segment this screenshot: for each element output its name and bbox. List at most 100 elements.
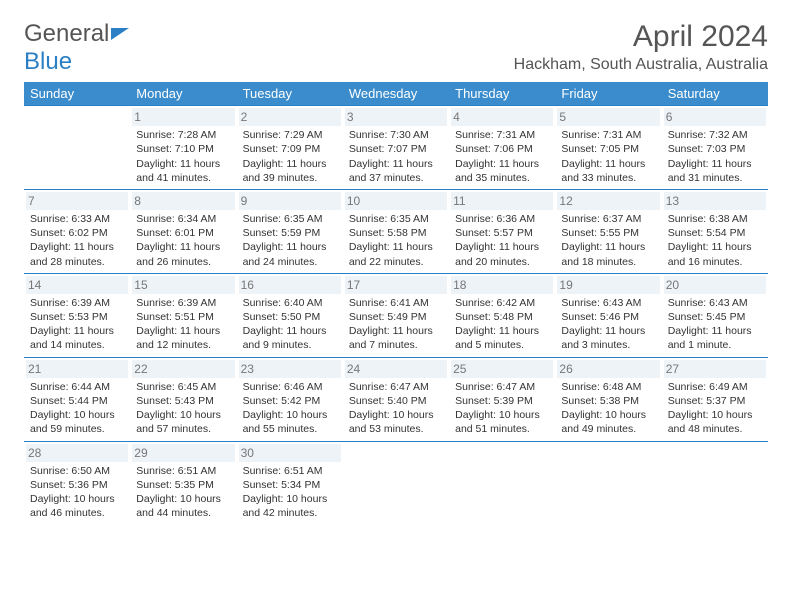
sunset-text: Sunset: 5:36 PM [30,478,124,492]
sunrise-text: Sunrise: 6:38 AM [668,212,762,226]
day-number: 22 [132,360,234,378]
daylight-text: Daylight: 11 hours and 24 minutes. [243,240,337,268]
logo-text-2: Blue [24,48,72,76]
calendar-day-cell: 2Sunrise: 7:29 AMSunset: 7:09 PMDaylight… [237,106,343,190]
day-number: 10 [345,192,447,210]
calendar-day-cell: 17Sunrise: 6:41 AMSunset: 5:49 PMDayligh… [343,273,449,357]
day-number: 11 [451,192,553,210]
sunset-text: Sunset: 6:01 PM [136,226,230,240]
daylight-text: Daylight: 10 hours and 44 minutes. [136,492,230,520]
calendar-day-cell: 13Sunrise: 6:38 AMSunset: 5:54 PMDayligh… [662,189,768,273]
sunrise-text: Sunrise: 6:46 AM [243,380,337,394]
day-number: 8 [132,192,234,210]
sunrise-text: Sunrise: 6:39 AM [136,296,230,310]
sunset-text: Sunset: 5:42 PM [243,394,337,408]
sunrise-text: Sunrise: 6:49 AM [668,380,762,394]
calendar-day-cell [343,441,449,524]
daylight-text: Daylight: 11 hours and 28 minutes. [30,240,124,268]
sunset-text: Sunset: 7:07 PM [349,142,443,156]
sunset-text: Sunset: 5:50 PM [243,310,337,324]
sunrise-text: Sunrise: 7:28 AM [136,128,230,142]
sunrise-text: Sunrise: 6:43 AM [561,296,655,310]
calendar-day-cell: 22Sunrise: 6:45 AMSunset: 5:43 PMDayligh… [130,357,236,441]
weekday-header: Friday [555,82,661,106]
calendar-day-cell: 30Sunrise: 6:51 AMSunset: 5:34 PMDayligh… [237,441,343,524]
sunrise-text: Sunrise: 6:33 AM [30,212,124,226]
sunrise-text: Sunrise: 6:51 AM [243,464,337,478]
page-title: April 2024 [514,20,768,54]
day-number: 14 [26,276,128,294]
sunset-text: Sunset: 5:40 PM [349,394,443,408]
calendar-day-cell: 26Sunrise: 6:48 AMSunset: 5:38 PMDayligh… [555,357,661,441]
day-number: 12 [557,192,659,210]
sunrise-text: Sunrise: 7:29 AM [243,128,337,142]
daylight-text: Daylight: 10 hours and 53 minutes. [349,408,443,436]
sunset-text: Sunset: 5:54 PM [668,226,762,240]
calendar-day-cell: 23Sunrise: 6:46 AMSunset: 5:42 PMDayligh… [237,357,343,441]
title-block: April 2024 Hackham, South Australia, Aus… [514,20,768,74]
sunrise-text: Sunrise: 6:40 AM [243,296,337,310]
sunset-text: Sunset: 5:43 PM [136,394,230,408]
daylight-text: Daylight: 11 hours and 7 minutes. [349,324,443,352]
daylight-text: Daylight: 10 hours and 46 minutes. [30,492,124,520]
daylight-text: Daylight: 11 hours and 3 minutes. [561,324,655,352]
sunrise-text: Sunrise: 6:42 AM [455,296,549,310]
sunset-text: Sunset: 5:48 PM [455,310,549,324]
daylight-text: Daylight: 11 hours and 9 minutes. [243,324,337,352]
sunset-text: Sunset: 5:46 PM [561,310,655,324]
day-number: 18 [451,276,553,294]
sunset-text: Sunset: 7:05 PM [561,142,655,156]
calendar-day-cell [662,441,768,524]
calendar-day-cell: 25Sunrise: 6:47 AMSunset: 5:39 PMDayligh… [449,357,555,441]
sunset-text: Sunset: 5:45 PM [668,310,762,324]
daylight-text: Daylight: 10 hours and 42 minutes. [243,492,337,520]
weekday-header: Monday [130,82,236,106]
sunrise-text: Sunrise: 7:30 AM [349,128,443,142]
logo-sail-icon [111,28,129,40]
day-number: 7 [26,192,128,210]
calendar-header-row: Sunday Monday Tuesday Wednesday Thursday… [24,82,768,106]
calendar-day-cell: 7 Sunrise: 6:33 AMSunset: 6:02 PMDaylight… [24,189,130,273]
sunrise-text: Sunrise: 6:34 AM [136,212,230,226]
daylight-text: Daylight: 11 hours and 31 minutes. [668,157,762,185]
day-number: 30 [239,444,341,462]
day-number: 23 [239,360,341,378]
sunrise-text: Sunrise: 6:50 AM [30,464,124,478]
calendar-table: Sunday Monday Tuesday Wednesday Thursday… [24,82,768,524]
day-number: 27 [664,360,766,378]
logo-text-1: General [24,20,109,48]
calendar-day-cell: 4Sunrise: 7:31 AMSunset: 7:06 PMDaylight… [449,106,555,190]
daylight-text: Daylight: 10 hours and 48 minutes. [668,408,762,436]
day-number: 16 [239,276,341,294]
sunset-text: Sunset: 5:58 PM [349,226,443,240]
weekday-header: Tuesday [237,82,343,106]
day-number: 28 [26,444,128,462]
sunrise-text: Sunrise: 6:37 AM [561,212,655,226]
calendar-day-cell [24,106,130,190]
sunset-text: Sunset: 5:49 PM [349,310,443,324]
day-number: 17 [345,276,447,294]
calendar-week-row: 7Sunrise: 6:33 AMSunset: 6:02 PMDaylight… [24,189,768,273]
daylight-text: Daylight: 10 hours and 57 minutes. [136,408,230,436]
sunrise-text: Sunrise: 7:31 AM [561,128,655,142]
day-number: 20 [664,276,766,294]
daylight-text: Daylight: 10 hours and 59 minutes. [30,408,124,436]
day-number: 29 [132,444,234,462]
sunrise-text: Sunrise: 6:43 AM [668,296,762,310]
daylight-text: Daylight: 10 hours and 49 minutes. [561,408,655,436]
daylight-text: Daylight: 11 hours and 41 minutes. [136,157,230,185]
calendar-day-cell: 8Sunrise: 6:34 AMSunset: 6:01 PMDaylight… [130,189,236,273]
logo: General [24,20,129,48]
calendar-day-cell [555,441,661,524]
sunset-text: Sunset: 6:02 PM [30,226,124,240]
logo-line2: Blue [24,48,72,76]
location-subtitle: Hackham, South Australia, Australia [514,56,768,74]
calendar-day-cell: 19Sunrise: 6:43 AMSunset: 5:46 PMDayligh… [555,273,661,357]
calendar-day-cell: 12Sunrise: 6:37 AMSunset: 5:55 PMDayligh… [555,189,661,273]
calendar-day-cell: 20Sunrise: 6:43 AMSunset: 5:45 PMDayligh… [662,273,768,357]
sunrise-text: Sunrise: 6:36 AM [455,212,549,226]
day-number: 25 [451,360,553,378]
day-number: 21 [26,360,128,378]
sunrise-text: Sunrise: 6:35 AM [243,212,337,226]
day-number: 1 [132,108,234,126]
